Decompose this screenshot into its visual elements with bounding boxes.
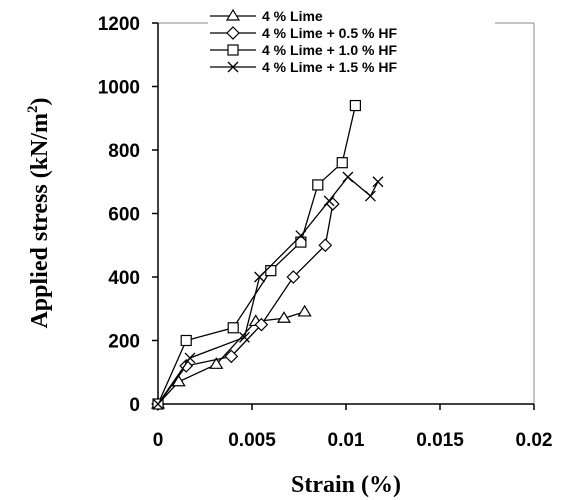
y-tick-label: 0 (129, 395, 140, 416)
x-axis-title: Strain (%) (291, 472, 401, 498)
triangle-point (209, 357, 224, 369)
triangle-point (297, 304, 312, 317)
y-axis-title-superscript: 2 (25, 105, 41, 113)
axis-ticks: 0 0.005 0.01 0.015 0.02 0 200 400 600 800 1000 1200 (98, 14, 553, 451)
x-point (254, 271, 265, 283)
x-point (323, 195, 335, 207)
x-tick-label: 0.005 (228, 430, 276, 451)
square-point (227, 322, 239, 334)
legend-label: 4 % Lime + 1.0 % HF (262, 42, 397, 58)
series-line (157, 203, 334, 405)
x-point (342, 171, 354, 183)
square-point (312, 179, 324, 191)
data-series (150, 99, 384, 411)
square-point (336, 157, 348, 169)
legend-item: 4 % Lime + 1.0 % HF (210, 42, 397, 58)
x-point (152, 398, 164, 410)
x-tick-label: 0.02 (516, 430, 553, 451)
square-point (180, 334, 192, 347)
x-point (184, 352, 196, 364)
legend-label: 4 % Lime + 1.5 % HF (262, 59, 397, 75)
y-tick-label: 1000 (98, 78, 140, 99)
series-line (157, 105, 357, 405)
y-tick-label: 1200 (98, 14, 140, 35)
x-point (227, 61, 239, 73)
x-tick-label: 0.01 (328, 430, 365, 451)
y-tick-label: 400 (108, 268, 140, 289)
x-point (364, 190, 376, 202)
y-tick-label: 200 (108, 332, 140, 353)
diamond-point (286, 270, 301, 284)
diamond-point (179, 359, 194, 373)
diamond-point (224, 349, 239, 364)
triangle-point (225, 8, 241, 21)
series-x (152, 171, 384, 410)
y-tick-label: 800 (108, 141, 140, 162)
square-point (295, 236, 307, 248)
square-point (227, 44, 239, 56)
square-point (265, 265, 277, 277)
x-tick-label: 0.015 (416, 430, 464, 451)
legend-item: 4 % Lime (210, 8, 323, 24)
y-axis-title-main: Applied stress (kN/m (27, 113, 53, 329)
diamond-point (226, 26, 240, 40)
x-point (239, 331, 250, 343)
series-triangle (150, 304, 312, 409)
triangle-point (276, 311, 292, 323)
series-line (157, 176, 379, 405)
x-tick-label: 0 (153, 430, 164, 451)
legend-item: 4 % Lime + 1.5 % HF (210, 59, 397, 75)
square-point (349, 99, 361, 112)
y-axis-title: Applied stress (kN/m2) (25, 97, 53, 328)
legend-item: 4 % Lime + 0.5 % HF (210, 25, 397, 41)
diamond-point (318, 238, 333, 253)
plot-frame (157, 22, 535, 405)
legend-label: 4 % Lime + 0.5 % HF (262, 25, 397, 41)
legend-label: 4 % Lime (262, 8, 323, 24)
diamond-point (254, 317, 269, 332)
y-tick-label: 600 (108, 205, 140, 226)
y-axis-title-suffix: ) (27, 97, 53, 105)
x-point (372, 176, 384, 188)
x-point (295, 230, 307, 242)
